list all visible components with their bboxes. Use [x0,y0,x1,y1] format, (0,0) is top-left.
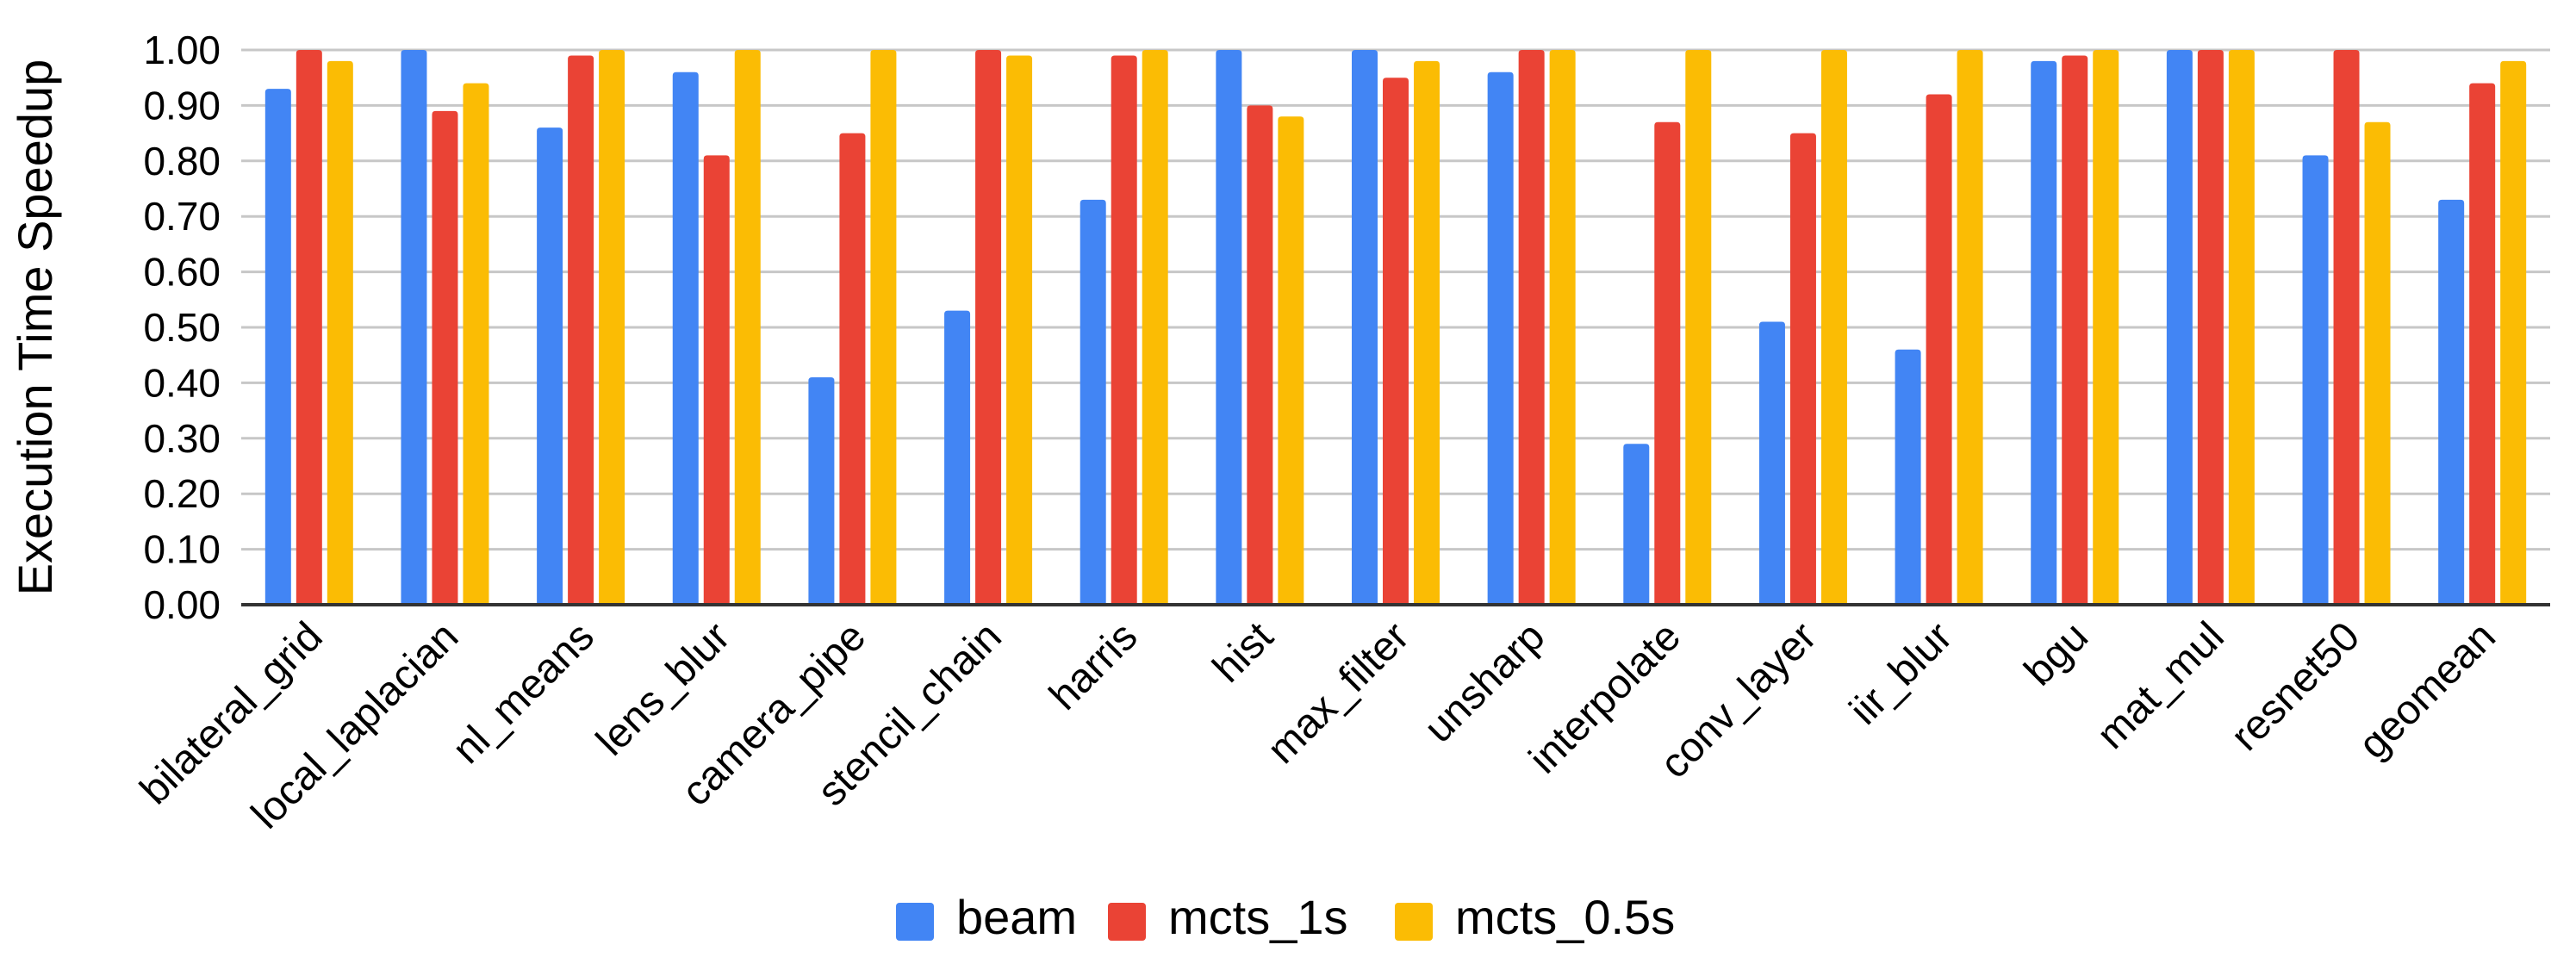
bar-beam-stencil-chain [944,310,971,605]
y-tick-label: 0.20 [143,471,221,516]
bar-beam-geomean [2438,199,2465,605]
x-tick-label: unsharp [1416,613,1553,751]
bar-beam-interpolate [1623,444,1650,605]
y-tick-label: 0.80 [143,139,221,183]
bar-beam-hist [1216,50,1242,605]
x-tick-label: hist [1204,613,1282,691]
bar-beam-nl-means [537,127,563,605]
y-axis-ticks: 0.00 0.10 0.20 0.30 0.40 0.50 0.60 0.70 0.80 0.90… [143,28,221,627]
bar-mcts-1s-local-laplacian [432,110,458,606]
bar-mcts-1s-hist [1247,105,1273,605]
legend-label: mcts_1s [1168,890,1348,944]
bar-beam-conv-layer [1758,321,1785,605]
y-tick-label: 0.90 [143,83,221,127]
bar-mcts-0-5s-nl-means [599,50,625,605]
legend-swatch-beam [896,903,934,941]
bars [264,50,2527,606]
bar-beam-local-laplacian [401,50,427,605]
bar-mcts-0-5s-iir-blur [1957,50,1983,605]
bar-mcts-1s-stencil-chain [975,50,1002,605]
x-tick-label: harris [1041,613,1146,718]
bar-beam-lens-blur [672,71,699,605]
bar-mcts-0-5s-interpolate [1685,50,1712,605]
x-tick-label: geomean [2350,613,2504,768]
bar-mcts-1s-harris [1111,55,1137,605]
bar-mcts-1s-camera-pipe [839,133,866,606]
bar-beam-iir-blur [1895,349,1921,605]
x-tick-label: resnet50 [2223,613,2369,760]
bar-mcts-0-5s-hist [1278,116,1304,605]
bar-beam-camera-pipe [808,376,835,605]
bar-mcts-1s-conv-layer [1789,133,1816,606]
bar-mcts-1s-unsharp [1518,50,1545,605]
y-tick-label: 0.40 [143,360,221,405]
bar-mcts-1s-resnet50 [2333,50,2360,605]
y-tick-label: 0.30 [143,416,221,461]
bar-beam-resnet50 [2302,155,2329,606]
bar-mcts-0-5s-local-laplacian [463,83,489,605]
x-tick-label: max_filter [1259,613,1418,773]
bar-beam-harris [1080,199,1106,605]
legend-label: mcts_0.5s [1455,890,1675,944]
x-tick-label: nl_means [444,613,603,773]
bar-beam-unsharp [1487,71,1514,605]
bar-beam-bgu [2031,60,2057,605]
x-tick-label: iir_blur [1841,613,1961,733]
bar-mcts-1s-max-filter [1383,78,1409,605]
y-tick-label: 0.50 [143,305,221,350]
legend-label: beam [956,890,1077,944]
x-axis-ticks: bilateral_gridlocal_laplaciannl_meanslen… [132,613,2504,837]
bar-mcts-0-5s-conv-layer [1820,50,1847,605]
bar-beam-bilateral-grid [264,89,291,605]
bar-mcts-1s-bgu [2062,55,2088,605]
bar-mcts-1s-mat-mul [2197,50,2224,605]
bar-mcts-1s-lens-blur [703,155,730,606]
x-tick-label: bgu [2016,613,2097,694]
x-tick-label: mat_mul [2088,613,2233,758]
y-tick-label: 0.70 [143,194,221,239]
bar-mcts-0-5s-max-filter [1414,60,1440,605]
bar-mcts-0-5s-bilateral-grid [327,60,353,605]
legend-swatch-mcts-0-5s [1395,903,1433,941]
y-axis-title: Execution Time Speedup [8,59,62,596]
bar-beam-max-filter [1352,50,1378,605]
y-tick-label: 0.00 [143,582,221,627]
bar-mcts-0-5s-mat-mul [2228,50,2255,605]
legend: beam mcts_1s mcts_0.5s [896,890,1675,944]
bar-mcts-0-5s-camera-pipe [870,50,897,605]
y-tick-label: 0.10 [143,527,221,572]
y-tick-label: 0.60 [143,250,221,295]
y-tick-label: 1.00 [143,28,221,72]
bar-mcts-0-5s-bgu [2093,50,2119,605]
bar-mcts-0-5s-harris [1142,50,1168,605]
bar-mcts-1s-interpolate [1654,121,1681,606]
bar-mcts-1s-geomean [2469,83,2496,605]
bar-mcts-1s-iir-blur [1926,94,1952,605]
bar-mcts-1s-bilateral-grid [296,50,322,605]
bar-beam-mat-mul [2166,50,2193,605]
bar-mcts-0-5s-lens-blur [734,50,761,605]
bar-mcts-0-5s-stencil-chain [1006,55,1033,605]
bar-mcts-0-5s-geomean [2500,60,2527,605]
bar-mcts-0-5s-unsharp [1549,50,1576,605]
bar-mcts-0-5s-resnet50 [2364,121,2391,606]
bar-mcts-1s-nl-means [568,55,594,605]
legend-swatch-mcts-1s [1108,903,1146,941]
